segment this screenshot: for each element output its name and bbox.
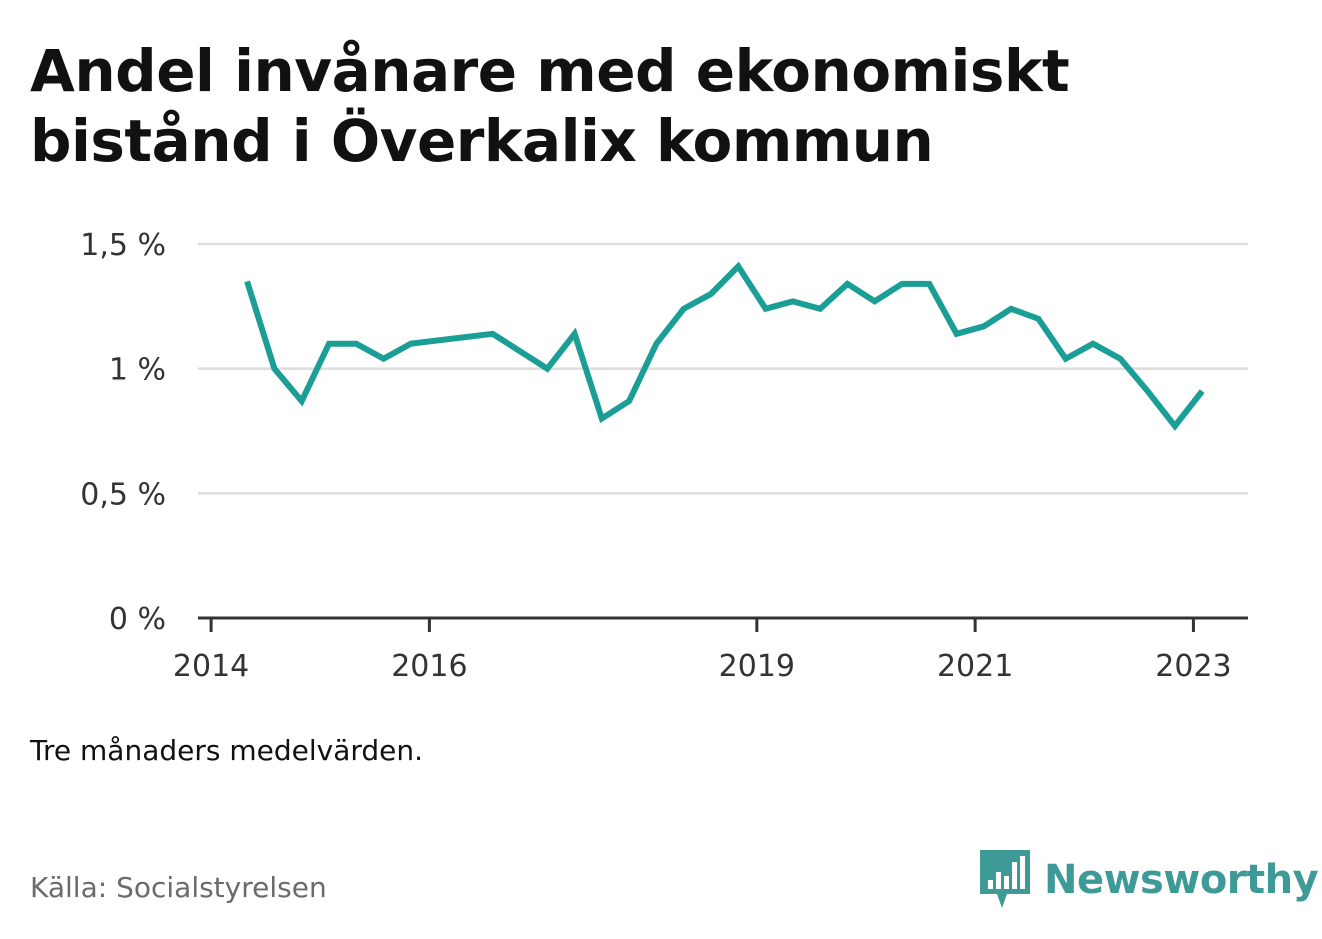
- chart-note: Tre månaders medelvärden.: [30, 734, 424, 767]
- y-axis-labels: 0 % 0,5 % 1 % 1,5 %: [80, 228, 166, 637]
- chart-title-line-1: Andel invånare med ekonomiskt: [30, 37, 1070, 105]
- line-chart: 0 % 0,5 % 1 % 1,5 % 2014 2016 2019 2021 2023: [80, 228, 1248, 684]
- bar-chart-speech-bubble-icon: [980, 850, 1030, 908]
- y-tick-label: 1 %: [109, 353, 166, 388]
- source-credit: Källa: Socialstyrelsen: [30, 871, 327, 904]
- x-tick-label: 2021: [937, 649, 1013, 684]
- brand-name: Newsworthy: [1044, 857, 1319, 903]
- x-tick-label: 2023: [1155, 649, 1231, 684]
- x-axis: [198, 616, 1248, 632]
- x-tick-label: 2016: [391, 649, 467, 684]
- y-tick-label: 0,5 %: [80, 477, 166, 512]
- y-tick-label: 1,5 %: [80, 228, 166, 263]
- brand: Newsworthy: [980, 848, 1319, 912]
- gridlines: [198, 242, 1248, 495]
- x-tick-label: 2019: [719, 649, 795, 684]
- series-line: [244, 261, 1205, 431]
- y-tick-label: 0 %: [109, 602, 166, 637]
- chart-title-line-2: bistånd i Överkalix kommun: [30, 107, 934, 175]
- chart-title: Andel invånare med ekonomiskt bistånd i …: [30, 36, 1230, 176]
- series-lines: [244, 261, 1205, 431]
- x-tick-label: 2014: [173, 649, 249, 684]
- x-axis-labels: 2014 2016 2019 2021 2023: [173, 649, 1232, 684]
